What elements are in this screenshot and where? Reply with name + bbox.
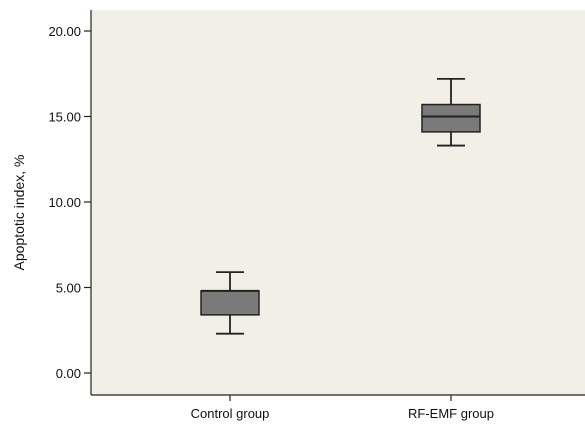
x-tick-label: RF-EMF group — [408, 406, 494, 421]
y-tick-label: 15.00 — [48, 110, 81, 125]
y-tick-label: 0.00 — [56, 366, 81, 381]
plot-area — [91, 10, 585, 395]
x-axis: Control group RF-EMF group — [91, 394, 585, 421]
y-tick-label: 10.00 — [48, 195, 81, 210]
box-rf-emf-group — [421, 77, 481, 147]
x-tick-label: Control group — [191, 406, 270, 421]
y-axis-title: Apoptotic index, % — [11, 155, 27, 271]
box-control-group — [200, 271, 260, 335]
y-tick-label: 20.00 — [48, 24, 81, 39]
y-axis: 0.00 5.00 10.00 15.00 20.00 — [48, 10, 92, 395]
boxes-layer — [200, 77, 481, 335]
y-tick-label: 5.00 — [56, 281, 81, 296]
iqr-box — [200, 290, 260, 316]
iqr-box — [421, 103, 481, 133]
